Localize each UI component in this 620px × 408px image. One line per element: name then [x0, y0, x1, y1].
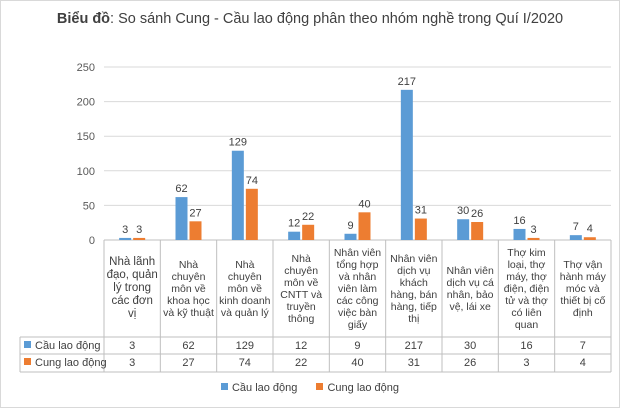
- table-cell: 7: [579, 340, 586, 352]
- data-label-cau: 12: [288, 218, 300, 230]
- table-cell: 27: [182, 357, 195, 369]
- data-label-cung: 3: [136, 224, 142, 236]
- category-label: Nhân viên dịch vụ cá nhân, bảo vệ, lái x…: [446, 264, 494, 313]
- data-label-cung: 22: [302, 211, 314, 223]
- legend-swatch-cung: [316, 383, 324, 390]
- data-label-cau: 9: [347, 220, 353, 232]
- y-tick-label: 150: [77, 131, 95, 143]
- data-label-cung: 31: [415, 205, 427, 217]
- table-cell: 16: [520, 340, 533, 352]
- bar-cau: [344, 233, 357, 240]
- bar-cau: [569, 235, 582, 240]
- y-tick-label: 50: [83, 200, 95, 212]
- category-label: Nhân viên dịch vụ khách hàng, bán hàng, …: [390, 252, 438, 325]
- bar-cung: [245, 188, 258, 240]
- data-label-cau: 16: [513, 215, 525, 227]
- data-label-cau: 62: [175, 183, 187, 195]
- bar-cau: [400, 89, 413, 240]
- chart-title-bold: Biểu đồ: [56, 11, 111, 27]
- table-cell: 4: [579, 357, 586, 369]
- table-legend-key: [24, 358, 31, 365]
- y-tick-label: 250: [77, 62, 95, 74]
- table-row-label-text: Cầu lao động: [35, 340, 101, 352]
- bar-cung: [302, 224, 315, 240]
- bar-cau: [119, 237, 132, 240]
- data-label-cung: 4: [587, 223, 593, 235]
- table-legend-key: [24, 341, 31, 348]
- data-label-cau: 217: [398, 76, 416, 88]
- table-cell: 62: [182, 340, 195, 352]
- table-row-label-cung: Cung lao động: [24, 357, 107, 369]
- y-tick-label: 100: [77, 166, 95, 178]
- table-cell: 22: [295, 357, 308, 369]
- data-label-cau: 129: [229, 137, 247, 149]
- bar-cung: [133, 237, 146, 240]
- bar-cau: [231, 150, 244, 240]
- table-cell: 3: [129, 357, 136, 369]
- bar-cung: [583, 237, 596, 240]
- data-label-cau: 7: [573, 221, 579, 233]
- table-cell: 40: [351, 357, 364, 369]
- bar-cau: [288, 231, 301, 240]
- table-cell: 26: [464, 357, 477, 369]
- table-cell: 129: [235, 340, 254, 352]
- legend-item-cau: Cầu lao động: [220, 382, 298, 394]
- table-cell: 3: [523, 357, 530, 369]
- data-label-cau: 3: [122, 224, 128, 236]
- y-tick-label: 200: [77, 97, 95, 109]
- legend-label-cau: Cầu lao động: [231, 382, 298, 394]
- table-cell: 217: [404, 340, 423, 352]
- category-label: Nhân viên tổng hợp và nhân viên làm các …: [333, 246, 382, 331]
- category-label: Nhà chuyên môn về kinh doanh và quản lý: [219, 258, 271, 319]
- y-tick-label: 0: [89, 235, 95, 247]
- table-cell: 31: [407, 357, 420, 369]
- legend-swatch-cau: [220, 383, 228, 390]
- data-label-cung: 26: [471, 208, 483, 220]
- bar-cung: [358, 212, 371, 240]
- data-label-cung: 74: [246, 175, 258, 187]
- table-cell: 74: [238, 357, 251, 369]
- table-cell: 12: [295, 340, 308, 352]
- data-label-cau: 30: [457, 205, 469, 217]
- table-cell: 30: [464, 340, 477, 352]
- bar-cau: [457, 219, 470, 240]
- data-label-cung: 27: [189, 207, 201, 219]
- category-label: Nhà chuyên môn về CNTT và truyền thông: [280, 252, 323, 325]
- category-label: Thợ vận hành máy móc và thiết bị cố định: [559, 258, 606, 319]
- legend-label-cung: Cung lao động: [327, 382, 400, 394]
- category-label: Thợ kim loại, thợ máy, thợ điện, điện tử…: [503, 246, 550, 331]
- data-label-cung: 40: [358, 198, 370, 210]
- legend: Cầu lao động Cung lao động: [0, 382, 620, 394]
- bar-cung: [414, 218, 427, 240]
- data-label-cung: 3: [530, 224, 536, 236]
- table-row-label-text: Cung lao động: [35, 357, 107, 369]
- category-label: Nhà chuyên môn về khoa học và kỹ thuật: [163, 258, 214, 319]
- bar-cung: [527, 237, 540, 240]
- bar-cau: [513, 228, 526, 240]
- table-row-label-cau: Cầu lao động: [24, 340, 100, 352]
- legend-item-cung: Cung lao động: [316, 382, 399, 394]
- bar-cau: [175, 197, 188, 240]
- table-cell: 3: [129, 340, 136, 352]
- bar-cung: [189, 221, 202, 240]
- table-cell: 9: [354, 340, 361, 352]
- bar-cung: [471, 222, 484, 240]
- category-label: Nhà lãnh đạo, quản lý trong các đơn vị: [106, 256, 158, 320]
- chart-title-rest: : So sánh Cung - Cầu lao động phân theo …: [110, 11, 564, 27]
- chart-title: Biểu đồ: So sánh Cung - Cầu lao động phâ…: [40, 8, 580, 30]
